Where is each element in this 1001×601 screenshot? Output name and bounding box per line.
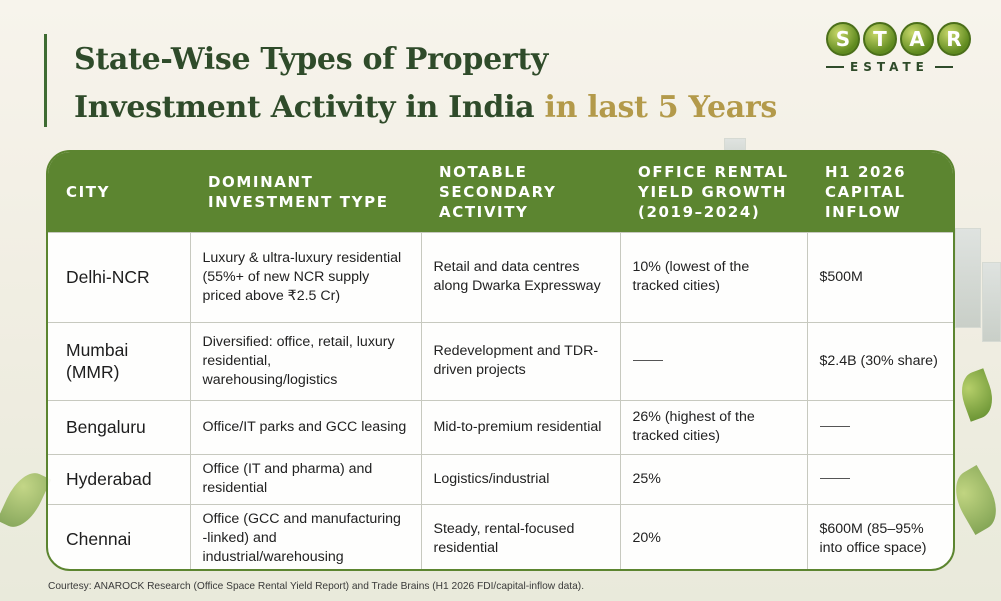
cell-inflow-empty	[807, 453, 953, 504]
no-data-dash	[632, 360, 663, 362]
cell-inflow: $2.4B (30% share)	[807, 321, 953, 400]
table-row: Chennai Office (GCC and manufacturing -l…	[48, 503, 953, 569]
no-data-dash	[819, 426, 850, 428]
table-header-row: CITY DOMINANT INVESTMENT TYPE NOTABLE SE…	[48, 152, 953, 232]
logo-subtitle: ESTATE	[850, 60, 929, 74]
cell-inflow: $600M (85–95% into office space)	[807, 503, 953, 569]
cell-city: Hyderabad	[48, 453, 191, 504]
title-line-2: Investment Activity in India in last 5 Y…	[74, 84, 777, 132]
logo-letter: T	[863, 22, 897, 56]
logo-letter: A	[900, 22, 934, 56]
cell-dominant: Luxury & ultra-luxury residential (55%+ …	[190, 231, 422, 322]
header-dominant-type: DOMINANT INVESTMENT TYPE	[190, 152, 421, 232]
logo-letter: R	[937, 22, 971, 56]
header-rental-yield: OFFICE RENTAL YIELD GROWTH (2019–2024)	[620, 152, 807, 232]
logo-rule	[934, 66, 953, 68]
logo-rule	[826, 66, 844, 68]
cell-secondary: Mid-to-premium residential	[421, 399, 621, 454]
cell-inflow-empty	[807, 399, 953, 454]
cell-yield: 26% (highest of the tracked cities)	[620, 399, 808, 454]
logo-letter: S	[826, 22, 860, 56]
no-data-dash	[819, 478, 850, 480]
title-highlight: in last 5 Years	[544, 90, 778, 125]
cell-yield: 25%	[620, 453, 808, 504]
cell-yield-empty	[620, 321, 808, 400]
cell-city: Chennai	[48, 503, 191, 569]
cell-secondary: Redevelopment and TDR-driven projects	[421, 321, 621, 400]
title-line-1: State-Wise Types of Property	[74, 42, 549, 77]
cell-dominant: Office (IT and pharma) and residential	[190, 453, 422, 504]
table-row: Bengaluru Office/IT parks and GCC leasin…	[48, 399, 953, 454]
header-city: CITY	[48, 152, 190, 232]
cell-secondary: Steady, rental-focused residential	[421, 503, 621, 569]
table-row: Delhi-NCR Luxury & ultra-luxury resident…	[48, 231, 953, 322]
cell-city: Mumbai (MMR)	[48, 321, 191, 400]
cell-inflow: $500M	[807, 231, 953, 322]
table-row: Mumbai (MMR) Diversified: office, retail…	[48, 321, 953, 400]
cell-city: Bengaluru	[48, 399, 191, 454]
header-secondary-activity: NOTABLE SECONDARY ACTIVITY	[421, 152, 620, 232]
page-title: State-Wise Types of Property Investment …	[74, 36, 777, 132]
brand-logo: S T A R ESTATE	[826, 22, 976, 82]
source-note: Courtesy: ANAROCK Research (Office Space…	[48, 581, 585, 592]
investment-table: CITY DOMINANT INVESTMENT TYPE NOTABLE SE…	[46, 150, 955, 571]
cell-dominant: Office/IT parks and GCC leasing	[190, 399, 422, 454]
header-capital-inflow: H1 2026 CAPITAL INFLOW	[807, 152, 953, 232]
cell-yield: 20%	[620, 503, 808, 569]
table-row: Hyderabad Office (IT and pharma) and res…	[48, 453, 953, 504]
title-accent-bar	[44, 34, 47, 127]
cell-yield: 10% (lowest of the tracked cities)	[620, 231, 808, 322]
cell-city: Delhi-NCR	[48, 231, 191, 322]
cell-secondary: Logistics/industrial	[421, 453, 621, 504]
cell-dominant: Diversified: office, retail, luxury resi…	[190, 321, 422, 400]
cell-dominant: Office (GCC and manufacturing -linked) a…	[190, 503, 422, 569]
cell-secondary: Retail and data centres along Dwarka Exp…	[421, 231, 621, 322]
title-line-2-main: Investment Activity in India	[74, 90, 535, 125]
